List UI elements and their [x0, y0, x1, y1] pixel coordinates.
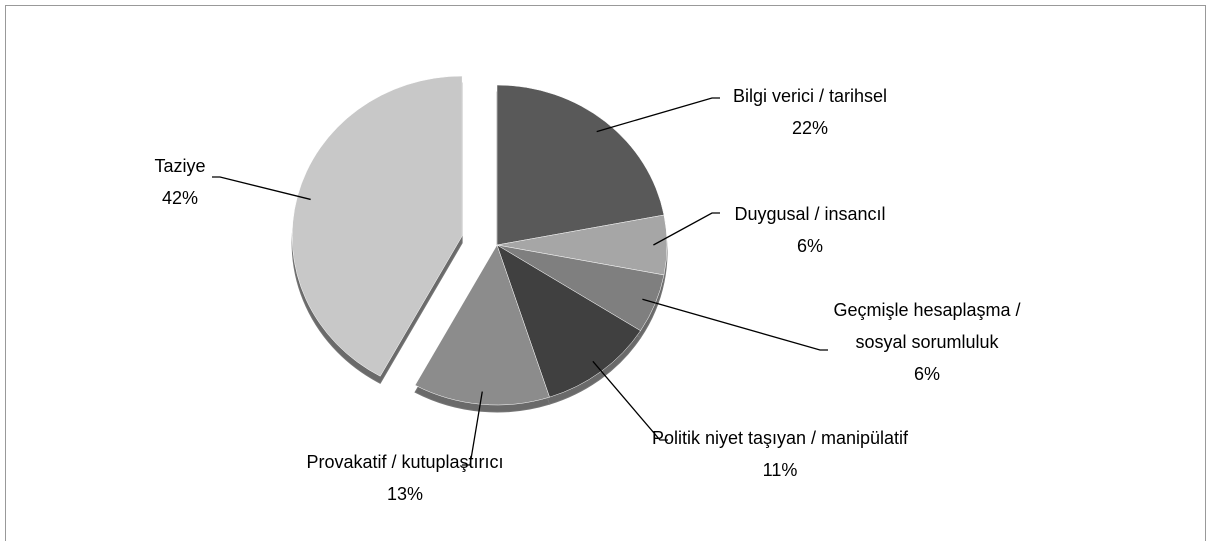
slice-label: Provakatif / kutuplaştırıcı 13% — [305, 446, 505, 510]
category-name: Politik niyet taşıyan / manipülatif — [651, 428, 909, 448]
value-label: 42% — [161, 188, 199, 208]
category-name: Duygusal / insancıl — [734, 204, 886, 224]
leader-line — [653, 212, 720, 246]
slice — [291, 75, 463, 377]
slice — [496, 84, 665, 246]
leader-line — [592, 360, 668, 441]
leader-line — [462, 391, 483, 466]
leader-line — [642, 298, 828, 351]
leader-line — [212, 176, 311, 201]
category-name: Bilgi verici / tarihsel — [732, 86, 888, 106]
value-label: 13% — [386, 484, 424, 504]
slice — [414, 244, 550, 406]
slice-label: Duygusal / insancıl 6% — [680, 198, 940, 262]
category-name: Geçmişle hesaplaşma / sosyal sorumluluk — [833, 300, 1021, 352]
slice-label: Geçmişle hesaplaşma / sosyal sorumluluk 6… — [807, 294, 1047, 390]
frame — [5, 5, 1206, 541]
value-label: 6% — [913, 364, 940, 384]
value-label: 6% — [796, 236, 823, 256]
slice-label: Politik niyet taşıyan / manipülatif 11% — [650, 422, 910, 486]
leader-line — [596, 97, 720, 133]
slice-label: Bilgi verici / tarihsel 22% — [680, 80, 940, 144]
category-name: Taziye — [154, 156, 206, 176]
slice-label: Taziye 42% — [110, 150, 250, 214]
value-label: 22% — [791, 118, 829, 138]
value-label: 11% — [762, 460, 798, 480]
category-name: Provakatif / kutuplaştırıcı — [306, 452, 504, 472]
